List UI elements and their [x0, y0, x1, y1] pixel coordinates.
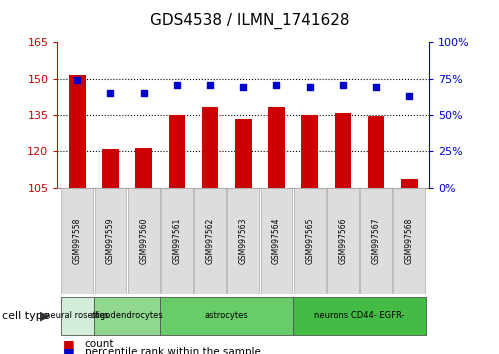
Bar: [401, 179, 418, 188]
Text: GSM997559: GSM997559: [106, 217, 115, 264]
Text: percentile rank within the sample: percentile rank within the sample: [85, 347, 260, 354]
Bar: [102, 149, 119, 188]
Point: [239, 85, 247, 90]
Text: ■: ■: [62, 346, 74, 354]
Text: oligodendrocytes: oligodendrocytes: [91, 312, 164, 320]
Bar: [169, 115, 185, 188]
Text: GSM997568: GSM997568: [405, 217, 414, 264]
Text: GSM997560: GSM997560: [139, 217, 148, 264]
Bar: [135, 148, 152, 188]
FancyBboxPatch shape: [393, 188, 425, 294]
FancyBboxPatch shape: [160, 297, 293, 335]
FancyBboxPatch shape: [94, 297, 160, 335]
Point: [306, 85, 314, 90]
Point: [405, 93, 413, 99]
FancyBboxPatch shape: [161, 188, 193, 294]
Bar: [69, 75, 86, 188]
Point: [140, 90, 148, 96]
Point: [372, 85, 380, 90]
Point: [206, 82, 214, 87]
Text: neural rosettes: neural rosettes: [45, 312, 109, 320]
FancyBboxPatch shape: [293, 297, 426, 335]
Point: [106, 90, 114, 96]
Text: ▶: ▶: [40, 309, 50, 322]
Text: cell type: cell type: [2, 311, 50, 321]
Text: neurons CD44- EGFR-: neurons CD44- EGFR-: [314, 312, 405, 320]
FancyBboxPatch shape: [128, 188, 160, 294]
FancyBboxPatch shape: [327, 188, 359, 294]
Text: GSM997566: GSM997566: [338, 217, 347, 264]
Text: GSM997564: GSM997564: [272, 217, 281, 264]
Text: GSM997565: GSM997565: [305, 217, 314, 264]
Text: GSM997567: GSM997567: [372, 217, 381, 264]
FancyBboxPatch shape: [228, 188, 259, 294]
Text: ■: ■: [62, 338, 74, 350]
FancyBboxPatch shape: [294, 188, 325, 294]
FancyBboxPatch shape: [95, 188, 126, 294]
Point: [173, 82, 181, 87]
Bar: [268, 107, 285, 188]
Text: count: count: [85, 339, 114, 349]
Point: [73, 78, 81, 83]
FancyBboxPatch shape: [194, 188, 226, 294]
Bar: [334, 113, 351, 188]
Text: astrocytes: astrocytes: [205, 312, 249, 320]
Text: GDS4538 / ILMN_1741628: GDS4538 / ILMN_1741628: [150, 12, 349, 29]
Text: GSM997563: GSM997563: [239, 217, 248, 264]
Text: GSM997558: GSM997558: [73, 217, 82, 264]
FancyBboxPatch shape: [260, 188, 292, 294]
Bar: [368, 116, 384, 188]
FancyBboxPatch shape: [360, 188, 392, 294]
Point: [339, 82, 347, 87]
FancyBboxPatch shape: [61, 188, 93, 294]
Bar: [202, 107, 219, 188]
Bar: [301, 115, 318, 188]
Text: GSM997562: GSM997562: [206, 217, 215, 264]
FancyBboxPatch shape: [61, 297, 94, 335]
Bar: [235, 119, 251, 188]
Text: GSM997561: GSM997561: [172, 217, 181, 264]
Point: [272, 82, 280, 87]
